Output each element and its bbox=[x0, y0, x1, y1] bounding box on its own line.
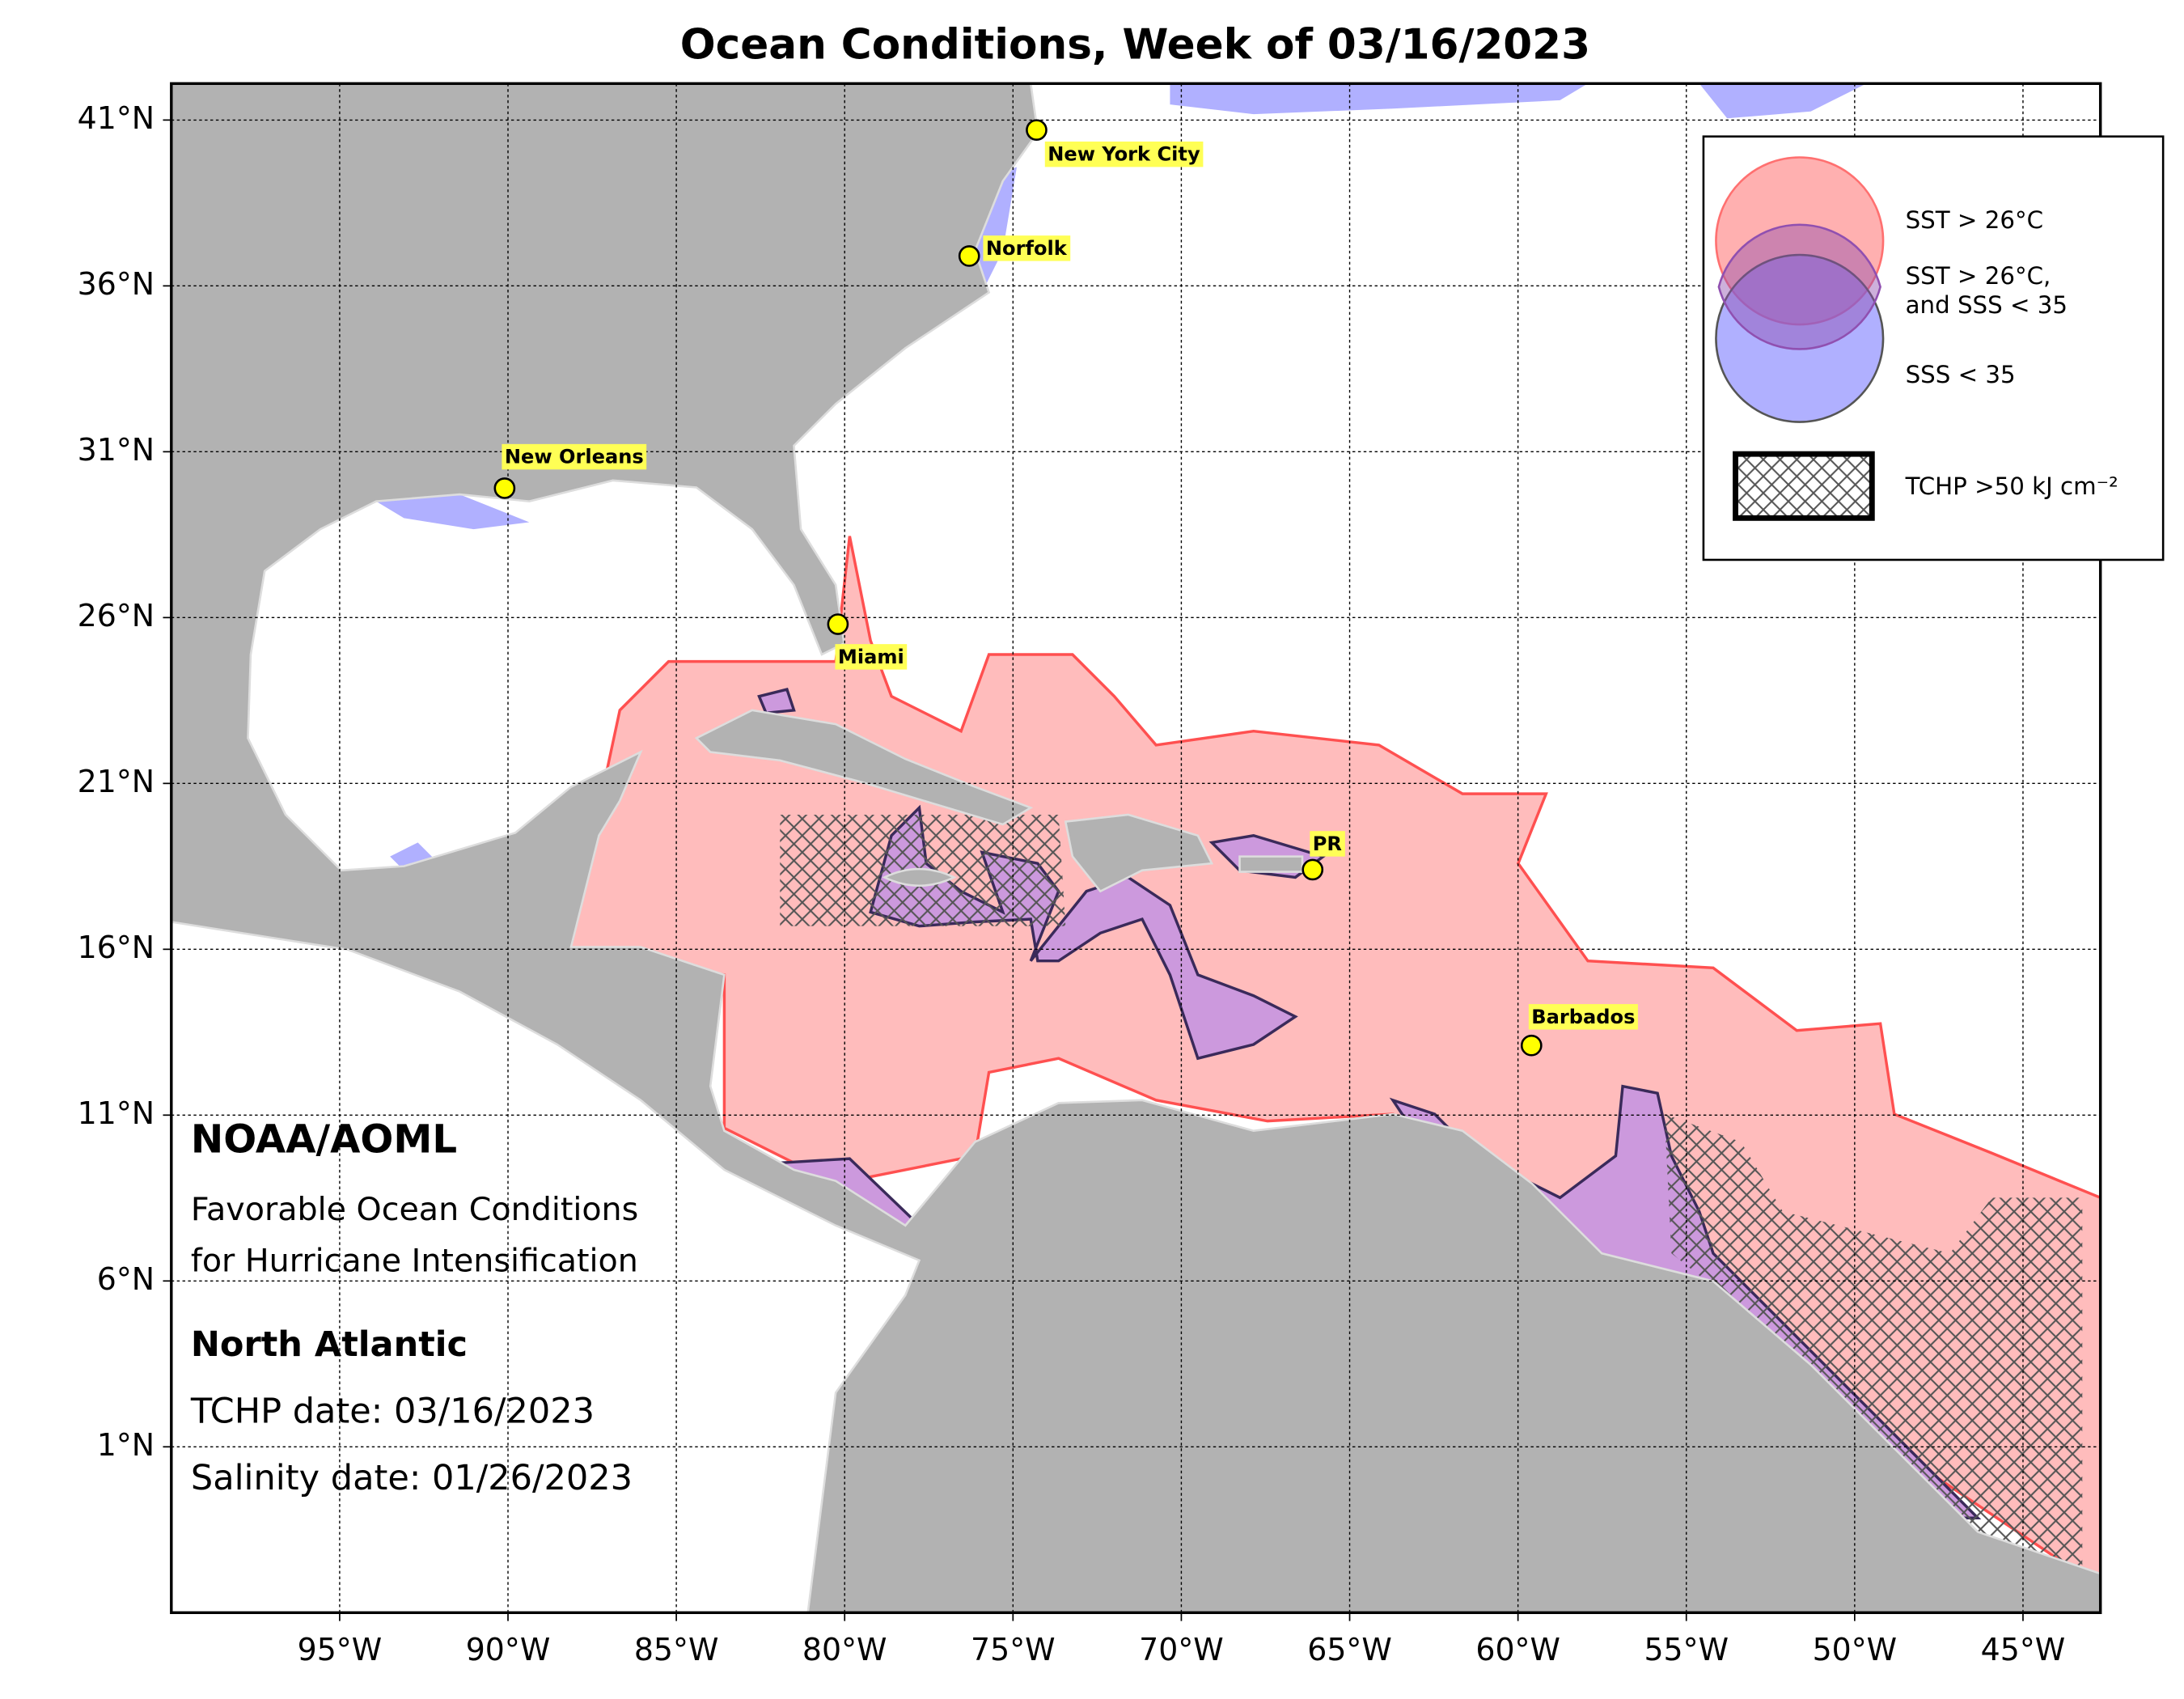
tchp-area bbox=[780, 814, 2083, 1567]
legend-label: SST > 26°C, bbox=[1906, 262, 2051, 290]
y-tick-label: 21°N bbox=[78, 764, 154, 799]
city-label: Miami bbox=[838, 646, 904, 668]
map-frame bbox=[170, 82, 2102, 1614]
x-tick-label: 75°W bbox=[971, 1632, 1056, 1667]
legend-swatch bbox=[1733, 451, 1875, 521]
x-tick-label: 90°W bbox=[466, 1632, 551, 1667]
y-tick-label: 26°N bbox=[78, 598, 154, 633]
cities: New York City Norfolk New Orleans Miami PR Ba… bbox=[493, 119, 1638, 1057]
ticks: 95°W 90°W 85°W 80°W 75°W 70°W 65°W 60°W 55°W 50°W… bbox=[78, 100, 2066, 1667]
y-tick-label: 6°N bbox=[97, 1261, 154, 1297]
y-tick-label: 11°N bbox=[78, 1095, 154, 1131]
city-label-bg bbox=[502, 443, 647, 470]
city-label-bg bbox=[835, 644, 908, 670]
legend-label: SSS < 35 bbox=[1906, 361, 2016, 388]
islands bbox=[694, 709, 1304, 893]
city-marker bbox=[1520, 1034, 1543, 1057]
legend-label: SST > 26°C bbox=[1906, 206, 2043, 234]
land bbox=[171, 83, 2101, 1613]
city-label-bg bbox=[983, 235, 1071, 261]
city-label: Norfolk bbox=[986, 237, 1068, 260]
legend-swatch bbox=[1715, 253, 1885, 423]
x-tick-label: 95°W bbox=[298, 1632, 383, 1667]
legend-label: TCHP >50 kJ cm⁻² bbox=[1905, 472, 2118, 500]
y-tick-label: 36°N bbox=[78, 266, 154, 302]
x-tick-label: 65°W bbox=[1307, 1632, 1392, 1667]
salinity-date: Salinity date: 01/26/2023 bbox=[191, 1458, 633, 1498]
city-label-bg bbox=[1528, 1004, 1638, 1030]
info-box: NOAA/AOML Favorable Ocean Conditions for… bbox=[190, 1116, 638, 1498]
city-marker bbox=[827, 613, 849, 635]
x-tick-label: 55°W bbox=[1644, 1632, 1729, 1667]
y-tick-label: 31°N bbox=[78, 432, 154, 468]
info-subtitle: for Hurricane Intensification bbox=[191, 1243, 638, 1280]
info-subtitle: Favorable Ocean Conditions bbox=[191, 1191, 638, 1228]
city-marker bbox=[1026, 119, 1048, 142]
city-label-bg bbox=[1044, 141, 1204, 167]
city-marker bbox=[958, 245, 980, 267]
y-tick-label: 41°N bbox=[78, 100, 154, 136]
x-tick-label: 80°W bbox=[802, 1632, 887, 1667]
city-marker bbox=[1302, 858, 1324, 881]
city-label: Barbados bbox=[1531, 1006, 1635, 1028]
x-tick-label: 45°W bbox=[1981, 1632, 2066, 1667]
x-tick-label: 70°W bbox=[1139, 1632, 1224, 1667]
org-label: NOAA/AOML bbox=[191, 1116, 457, 1162]
x-tick-label: 60°W bbox=[1475, 1632, 1560, 1667]
title: Ocean Conditions, Week of 03/16/2023 bbox=[680, 21, 1590, 70]
legend: SST > 26°C SST > 26°C,and SSS < 35 SSS < 3… bbox=[1702, 135, 2165, 561]
tchp-date: TCHP date: 03/16/2023 bbox=[190, 1392, 595, 1432]
city-label: New York City bbox=[1048, 143, 1200, 166]
x-tick-label: 50°W bbox=[1813, 1632, 1898, 1667]
legend-swatch bbox=[1717, 223, 1881, 350]
y-tick-label: 16°N bbox=[78, 930, 154, 965]
legend-label: and SSS < 35 bbox=[1906, 291, 2068, 319]
city-label-bg bbox=[1310, 831, 1345, 857]
grid bbox=[171, 83, 2101, 1613]
y-tick-label: 1°N bbox=[97, 1427, 154, 1463]
city-label: PR bbox=[1313, 833, 1343, 855]
x-tick-label: 85°W bbox=[634, 1632, 719, 1667]
city-marker bbox=[493, 477, 516, 499]
region-label: North Atlantic bbox=[191, 1324, 468, 1365]
city-label: New Orleans bbox=[505, 446, 644, 468]
